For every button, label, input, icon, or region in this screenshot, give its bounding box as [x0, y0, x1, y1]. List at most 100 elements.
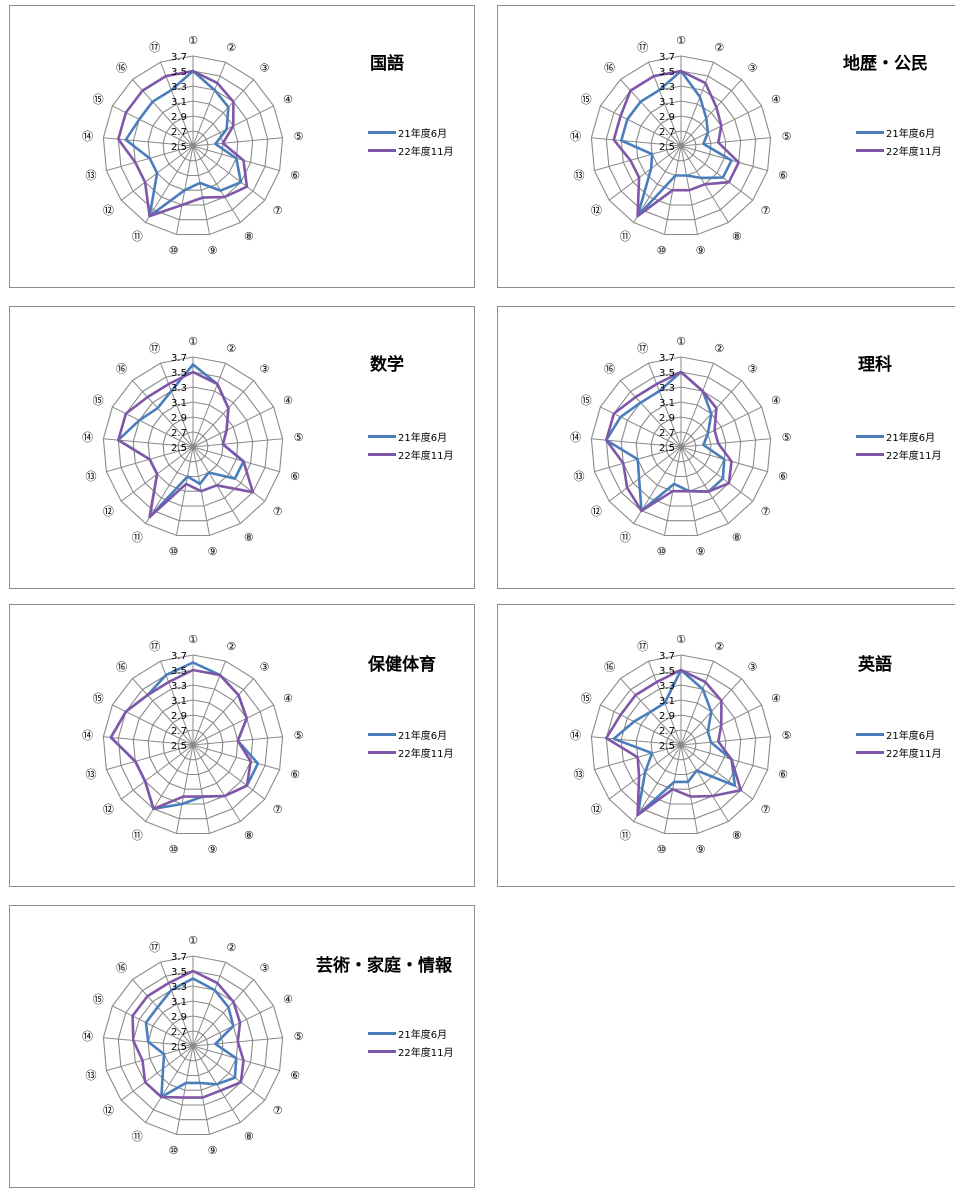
radar-chart-suugaku: 2.5 2.7 2.9 3.1 3.3 3.5 3.7① ② ③ ④ ⑤ ⑥ ⑦ ⑧ ⑨ ⑩ ⑪ ⑫ ⑬ ⑭ ⑮ ⑯ ⑰: [82, 335, 304, 558]
grid-spoke: [192, 979, 254, 1047]
grid-spoke: [591, 137, 682, 147]
category-label: ⑥: [778, 768, 788, 781]
grid-spoke: [145, 446, 194, 524]
chart-title: 芸術・家庭・情報: [316, 956, 452, 976]
grid-spoke: [103, 736, 194, 746]
grid-spoke: [680, 744, 729, 822]
category-label: ⑭: [82, 431, 93, 444]
category-label: ⑧: [732, 230, 742, 243]
r-tick-label: 2.9: [171, 1012, 187, 1023]
category-label: ⑦: [761, 803, 771, 816]
grid-spoke: [192, 704, 274, 746]
legend-label: 22年度11月: [398, 450, 454, 462]
radar-chart-chireki-koumin: 2.5 2.7 2.9 3.1 3.3 3.5 3.7① ② ③ ④ ⑤ ⑥ ⑦ ⑧ ⑨ ⑩ ⑪ ⑫ ⑬ ⑭ ⑮ ⑯ ⑰: [570, 34, 792, 257]
category-label: ②: [226, 640, 236, 653]
r-tick-label: 3.7: [659, 353, 675, 364]
grid-spoke: [192, 362, 226, 448]
series-line-1: [612, 668, 737, 817]
r-tick-label: 3.1: [171, 97, 187, 108]
legend-label: 22年度11月: [398, 748, 454, 760]
legend-label: 21年度6月: [398, 128, 448, 140]
grid-ring: [177, 1030, 209, 1062]
category-label: ⑩: [169, 843, 179, 856]
category-label: ⑨: [208, 244, 218, 257]
category-label: ①: [188, 934, 198, 947]
category-label: ⑯: [116, 661, 127, 674]
r-tick-label: 3.1: [659, 398, 675, 409]
chart-title: 理科: [858, 355, 892, 375]
grid-ring: [117, 970, 269, 1121]
grid-spoke: [132, 380, 194, 448]
legend-label: 21年度6月: [886, 432, 936, 444]
grid-spoke: [620, 380, 682, 448]
grid-spoke: [176, 1045, 194, 1135]
category-label: ⑩: [169, 244, 179, 257]
legend-label: 22年度11月: [886, 146, 942, 158]
legend-label: 21年度6月: [886, 128, 936, 140]
category-label: ③: [747, 62, 757, 75]
series-line-2: [605, 370, 733, 513]
r-tick-label: 2.5: [171, 142, 187, 153]
series-line-1: [605, 370, 726, 513]
category-label: ④: [283, 993, 293, 1006]
category-label: ⑬: [86, 768, 97, 781]
grid-ring: [650, 714, 712, 776]
category-label: ⑪: [620, 531, 631, 544]
radar-chart-hoken-taiiku: 2.5 2.7 2.9 3.1 3.3 3.5 3.7① ② ③ ④ ⑤ ⑥ ⑦ ⑧ ⑨ ⑩ ⑪ ⑫ ⑬ ⑭ ⑮ ⑯ ⑰: [82, 633, 304, 856]
chart-panel-kokugo: 2.5 2.7 2.9 3.1 3.3 3.5 3.7 ① ② ③ ④ ⑤ ⑥ ⑦ ⑧ ⑨ ⑩ ⑪ ⑫ ⑬ ⑭ ⑮ ⑯ ⑰ 国…: [9, 5, 475, 288]
series-line-2: [131, 969, 245, 1099]
r-tick-label: 3.1: [659, 97, 675, 108]
category-label: ⑦: [761, 204, 771, 217]
category-label: ⑨: [208, 1144, 218, 1157]
category-label: ⑧: [732, 829, 742, 842]
r-tick-label: 2.9: [659, 112, 675, 123]
r-tick-label: 3.7: [659, 52, 675, 63]
grid-ring: [162, 1015, 224, 1077]
r-tick-label: 3.1: [171, 398, 187, 409]
r-tick-label: 2.5: [659, 443, 675, 454]
grid-ring: [102, 55, 284, 236]
category-label: ①: [676, 335, 686, 348]
chart-panel-eigo: 2.5 2.7 2.9 3.1 3.3 3.5 3.7 ① ② ③ ④ ⑤ ⑥ ⑦ ⑧ ⑨ ⑩ ⑪ ⑫ ⑬ ⑭ ⑮ ⑯ ⑰ 英…: [497, 604, 955, 887]
legend-label: 21年度6月: [398, 1029, 448, 1041]
category-label: ⑰: [637, 41, 648, 54]
r-tick-label: 3.7: [171, 52, 187, 63]
category-label: ⑪: [132, 531, 143, 544]
grid-spoke: [680, 145, 768, 172]
legend-label: 21年度6月: [398, 730, 448, 742]
category-label: ⑭: [570, 729, 581, 742]
grid-ring: [102, 955, 284, 1136]
grid-spoke: [680, 61, 714, 147]
category-label: ⑯: [116, 962, 127, 975]
legend-label: 22年度11月: [398, 1047, 454, 1059]
grid-spoke: [176, 446, 194, 536]
legend-item: 21年度6月: [368, 123, 453, 141]
r-tick-label: 3.1: [659, 696, 675, 707]
grid-spoke: [192, 145, 266, 201]
legend: 21年度6月 22年度11月: [856, 427, 941, 463]
grid-spoke: [192, 744, 266, 800]
legend-label: 22年度11月: [886, 450, 942, 462]
category-label: ⑭: [82, 1030, 93, 1043]
category-label: ②: [226, 342, 236, 355]
r-tick-label: 2.9: [659, 413, 675, 424]
grid-ring: [620, 684, 742, 805]
grid-ring: [650, 416, 712, 478]
grid-ring: [147, 100, 239, 191]
category-label: ②: [714, 342, 724, 355]
chart-title: 国語: [370, 54, 404, 74]
r-tick-label: 3.5: [171, 967, 187, 978]
grid-ring: [635, 699, 727, 790]
category-label: ⑧: [244, 531, 254, 544]
category-label: ③: [259, 62, 269, 75]
r-tick-label: 3.3: [659, 82, 675, 93]
grid-spoke: [192, 145, 210, 235]
legend: 21年度6月 22年度11月: [368, 427, 453, 463]
grid-spoke: [145, 1045, 194, 1123]
r-tick-label: 3.7: [171, 353, 187, 364]
category-label: ⑰: [149, 41, 160, 54]
legend-item: 21年度6月: [368, 1024, 453, 1042]
series-line-1: [620, 69, 733, 218]
grid-spoke: [192, 406, 274, 448]
grid-spoke: [680, 362, 714, 448]
